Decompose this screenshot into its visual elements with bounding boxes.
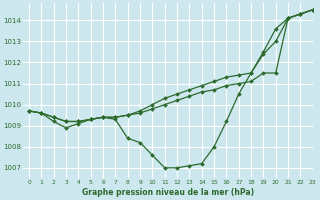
X-axis label: Graphe pression niveau de la mer (hPa): Graphe pression niveau de la mer (hPa)	[82, 188, 254, 197]
